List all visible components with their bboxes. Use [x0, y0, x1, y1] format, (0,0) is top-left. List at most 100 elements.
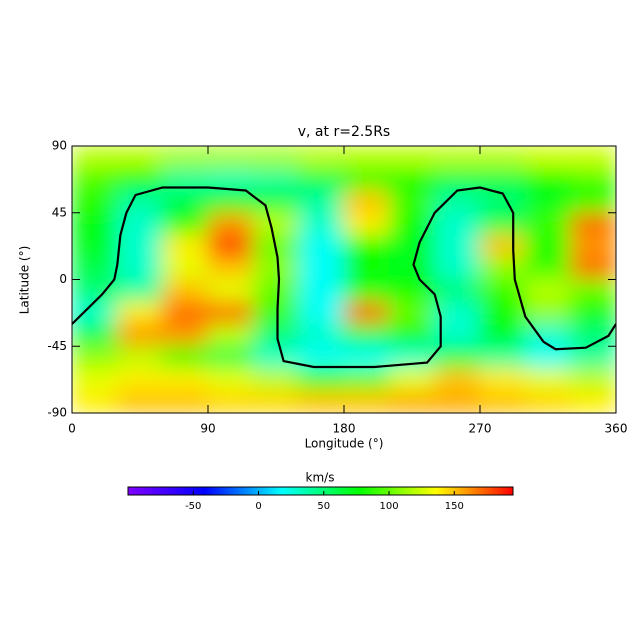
heat-cell: [252, 190, 300, 214]
heat-cell: [72, 368, 118, 392]
heat-cell: [479, 167, 526, 191]
heat-cell: [343, 167, 390, 191]
colorbar-tick-label: 0: [255, 501, 261, 512]
heat-cell: [479, 256, 526, 280]
heat-cell: [524, 146, 572, 169]
heat-cell: [72, 323, 118, 347]
heat-cell: [388, 234, 436, 258]
heat-cell: [116, 345, 164, 369]
heat-cell: [343, 368, 390, 392]
y-tick-label: -45: [47, 339, 67, 353]
neutral-line: [72, 186, 616, 369]
x-axis-label: Longitude (°): [305, 437, 384, 451]
heat-cell: [434, 167, 481, 191]
heat-cell: [162, 190, 209, 214]
heat-cell: [524, 212, 572, 236]
heat-cell: [162, 167, 209, 191]
heat-cell: [479, 323, 526, 347]
heat-cell: [72, 190, 118, 214]
heat-cell: [298, 279, 345, 303]
heat-cell: [116, 234, 164, 258]
heat-cell: [72, 256, 118, 280]
heat-cell: [207, 323, 254, 347]
colorbar-tick-label: 100: [379, 501, 398, 512]
heat-cell: [343, 234, 390, 258]
heat-cell: [570, 390, 616, 413]
heat-cell: [207, 345, 254, 369]
y-tick-label: -90: [47, 406, 67, 420]
x-tick-label: 180: [333, 422, 356, 436]
heat-cell: [72, 279, 118, 303]
heat-cell: [524, 345, 572, 369]
heat-cell: [479, 212, 526, 236]
heat-cell: [116, 301, 164, 325]
heat-cell: [343, 146, 390, 169]
heat-cell: [298, 190, 345, 214]
heat-cell: [116, 146, 164, 169]
heat-cell: [388, 301, 436, 325]
heat-cell: [570, 234, 616, 258]
heat-cell: [434, 279, 481, 303]
heat-cell: [252, 212, 300, 236]
colorbar: [127, 486, 514, 496]
heat-cell: [207, 256, 254, 280]
heat-cell: [298, 167, 345, 191]
heat-cell: [162, 301, 209, 325]
heat-cell: [72, 301, 118, 325]
heat-cell: [162, 368, 209, 392]
colorbar-tick-label: 50: [317, 501, 330, 512]
heat-cell: [524, 279, 572, 303]
heat-cell: [388, 323, 436, 347]
heat-cell: [252, 345, 300, 369]
heat-cell: [72, 146, 118, 169]
heat-cell: [298, 256, 345, 280]
heat-cell: [388, 390, 436, 413]
x-tick-label: 90: [200, 422, 215, 436]
heat-cell: [479, 190, 526, 214]
heat-cell: [434, 323, 481, 347]
heat-cell: [524, 256, 572, 280]
heat-cell: [479, 301, 526, 325]
heat-cell: [252, 301, 300, 325]
heat-cell: [207, 212, 254, 236]
heat-cell: [343, 390, 390, 413]
heat-cell: [207, 146, 254, 169]
colorbar-label: km/s: [306, 471, 335, 485]
y-tick-label: 0: [59, 272, 67, 286]
heat-cell: [479, 146, 526, 169]
heat-cell: [116, 212, 164, 236]
heat-cell: [479, 368, 526, 392]
heat-cell: [570, 323, 616, 347]
heat-cell: [388, 190, 436, 214]
heat-cell: [207, 390, 254, 413]
heat-cell: [434, 146, 481, 169]
heat-cell: [343, 323, 390, 347]
heat-cell: [162, 146, 209, 169]
heat-cell: [298, 390, 345, 413]
heat-cell: [252, 256, 300, 280]
heat-cell: [116, 279, 164, 303]
heat-cell: [116, 167, 164, 191]
heat-cell: [434, 368, 481, 392]
heat-cell: [72, 390, 118, 413]
heat-cell: [207, 190, 254, 214]
heat-cell: [434, 234, 481, 258]
y-axis-label: Latitude (°): [18, 246, 32, 315]
heat-cell: [207, 279, 254, 303]
heat-cell: [570, 212, 616, 236]
heat-cell: [570, 368, 616, 392]
heat-cell: [570, 345, 616, 369]
y-tick-label: 45: [52, 205, 67, 219]
heat-cell: [570, 256, 616, 280]
heat-cell: [72, 167, 118, 191]
heat-cell: [343, 212, 390, 236]
heat-cell: [343, 256, 390, 280]
heat-cell: [252, 146, 300, 169]
heat-cell: [434, 390, 481, 413]
heat-cell: [252, 323, 300, 347]
heat-cell: [524, 368, 572, 392]
heat-cell: [343, 345, 390, 369]
heat-cell: [207, 368, 254, 392]
heat-cell: [298, 323, 345, 347]
heat-cell: [207, 234, 254, 258]
